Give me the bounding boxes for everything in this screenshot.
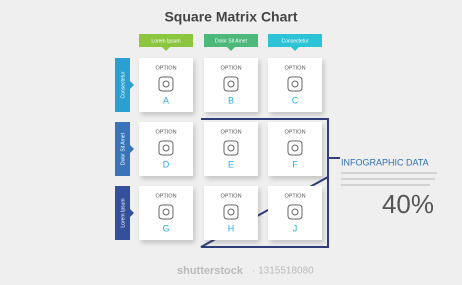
option-letter: H xyxy=(228,223,235,233)
option-label: OPTION xyxy=(220,129,241,135)
option-letter: A xyxy=(163,95,169,105)
option-icon-detail xyxy=(162,144,170,152)
row-tab xyxy=(115,58,134,112)
option-icon xyxy=(158,140,174,156)
column-tab xyxy=(139,34,193,51)
option-letter: G xyxy=(162,223,169,233)
option-card xyxy=(139,186,193,240)
option-icon-detail xyxy=(227,144,235,152)
option-letter: J xyxy=(293,223,298,233)
column-tab xyxy=(204,34,258,51)
option-label: OPTION xyxy=(284,129,305,135)
option-icon xyxy=(287,204,303,220)
column-tab xyxy=(268,34,322,51)
option-card xyxy=(204,58,258,112)
option-label: OPTION xyxy=(284,65,305,71)
option-letter: E xyxy=(228,159,234,169)
callout-text-lines xyxy=(341,172,437,186)
column-label: Consectetur xyxy=(282,38,309,44)
highlight-frame xyxy=(200,118,340,248)
callout-value: 40% xyxy=(382,189,434,219)
column-label: Dolor Sit Amet xyxy=(215,38,248,44)
option-icon xyxy=(158,76,174,92)
option-letter: D xyxy=(163,159,170,169)
option-card xyxy=(268,58,322,112)
option-letter: F xyxy=(292,159,298,169)
row-label: Lorem Ipsum xyxy=(120,198,126,227)
option-card xyxy=(268,122,322,176)
row-tab xyxy=(115,122,134,176)
row-label: Consectetur xyxy=(120,71,126,98)
option-icon-detail xyxy=(162,80,170,88)
option-card xyxy=(268,186,322,240)
row-tab xyxy=(115,186,134,240)
option-icon-detail xyxy=(227,80,235,88)
callout-title: INFOGRAPHIC DATA xyxy=(341,157,429,167)
option-card xyxy=(204,122,258,176)
option-label: OPTION xyxy=(220,193,241,199)
watermark-id: · 1315518080 xyxy=(252,266,314,277)
option-icon xyxy=(158,204,174,220)
option-icon-detail xyxy=(291,80,299,88)
option-icon-detail xyxy=(291,144,299,152)
option-icon-detail xyxy=(227,208,235,216)
option-card xyxy=(139,58,193,112)
option-label: OPTION xyxy=(284,193,305,199)
option-letter: C xyxy=(292,95,299,105)
option-icon xyxy=(223,76,239,92)
option-icon xyxy=(287,76,303,92)
option-label: OPTION xyxy=(155,193,176,199)
row-label: Dolor Sit Amet xyxy=(120,132,126,165)
option-label: OPTION xyxy=(220,65,241,71)
column-label: Lorem Ipsum xyxy=(151,38,180,44)
option-icon xyxy=(223,204,239,220)
watermark-brand: shutterstock xyxy=(177,265,244,277)
option-label: OPTION xyxy=(155,65,176,71)
option-card xyxy=(139,122,193,176)
option-label: OPTION xyxy=(155,129,176,135)
option-letter: B xyxy=(228,95,234,105)
option-icon-detail xyxy=(291,208,299,216)
option-icon xyxy=(223,140,239,156)
option-card xyxy=(204,186,258,240)
option-icon xyxy=(287,140,303,156)
option-icon-detail xyxy=(162,208,170,216)
title: Square Matrix Chart xyxy=(164,9,297,25)
